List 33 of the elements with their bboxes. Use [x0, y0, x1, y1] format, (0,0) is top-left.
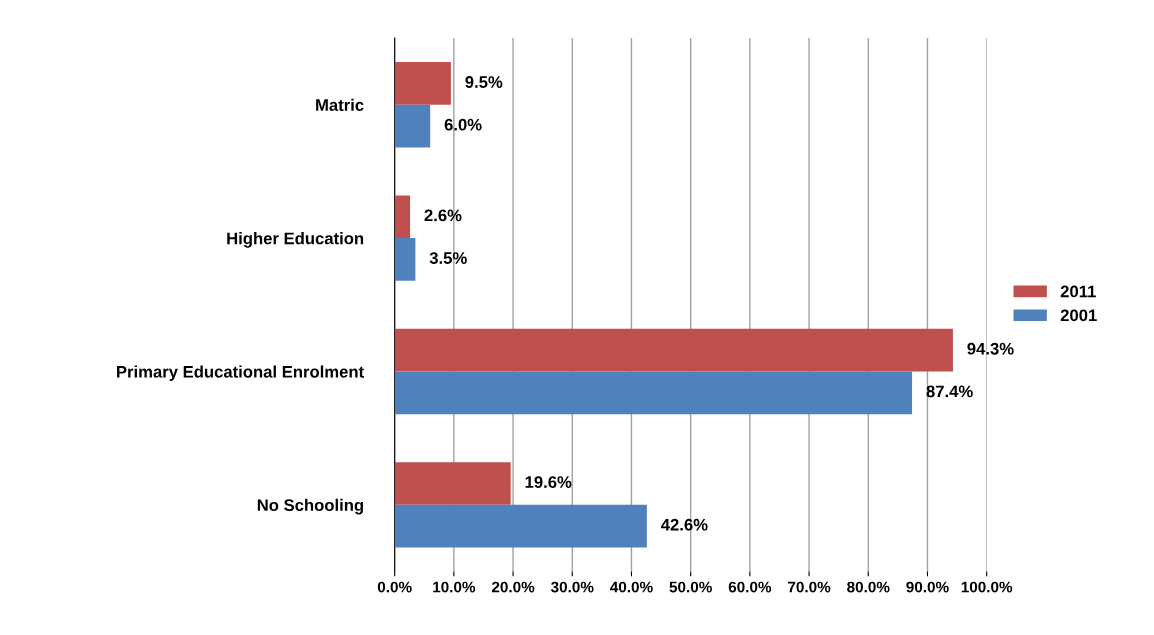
x-tick-label: 10.0% — [433, 581, 476, 593]
data-label: 9.5% — [465, 76, 503, 88]
bar — [394, 62, 451, 105]
data-label: 42.6% — [661, 518, 708, 531]
y-tick-label: No Schooling — [257, 498, 363, 515]
y-tick-label: Primary Educational Enrolment — [117, 365, 364, 381]
y-tick-label: Matric — [316, 98, 364, 111]
data-label: 6.0% — [444, 118, 482, 131]
data-label: 87.4% — [926, 385, 973, 398]
y-tick-label: Higher Education — [227, 232, 364, 248]
bar — [394, 238, 416, 281]
data-label: 3.5% — [429, 252, 467, 264]
x-tick-label: 100.0% — [961, 581, 1013, 593]
data-label: 94.3% — [967, 342, 1014, 355]
legend-label: 2001 — [1060, 309, 1097, 322]
x-tick-label: 80.0% — [847, 581, 890, 593]
bar — [394, 504, 647, 548]
bar — [394, 371, 913, 415]
x-tick-label: 20.0% — [491, 581, 535, 593]
bar — [394, 328, 953, 372]
x-tick-label: 40.0% — [610, 581, 653, 593]
x-tick-label: 90.0% — [906, 581, 949, 593]
bar — [394, 195, 411, 239]
legend-label: 2011 — [1060, 285, 1096, 298]
x-tick-label: 70.0% — [788, 581, 831, 593]
bar — [394, 104, 431, 148]
x-tick-label: 0.0% — [377, 581, 412, 593]
x-tick-label: 60.0% — [728, 581, 772, 593]
data-label: 19.6% — [525, 476, 572, 488]
data-label: 2.6% — [424, 209, 462, 222]
x-tick-label: 50.0% — [669, 581, 712, 593]
bar — [394, 462, 511, 505]
x-tick-label: 30.0% — [550, 581, 594, 593]
